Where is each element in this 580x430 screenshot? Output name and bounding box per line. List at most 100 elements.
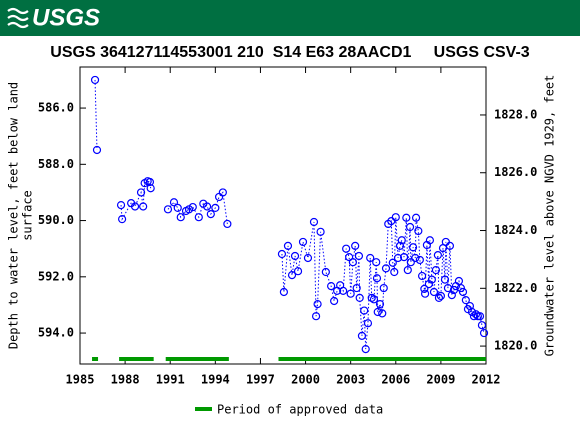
data-point (139, 202, 148, 211)
data-point (379, 283, 388, 293)
data-point (421, 289, 430, 298)
logo-icon (7, 7, 29, 29)
data-point (414, 226, 423, 236)
data-point (467, 307, 477, 317)
data-point (339, 286, 348, 295)
data-point (458, 287, 468, 297)
data-point (92, 145, 102, 155)
data-point (369, 295, 379, 304)
plot-frame (79, 66, 487, 365)
data-point (316, 227, 325, 236)
y2-tick-label: 1820.0 (494, 339, 537, 353)
data-point (461, 296, 470, 305)
data-point (469, 312, 479, 321)
data-point (352, 283, 361, 293)
data-point (471, 310, 481, 319)
data-point (393, 253, 403, 263)
header-banner (0, 0, 580, 36)
data-point (372, 258, 381, 267)
data-point (475, 312, 485, 321)
data-point (417, 271, 427, 281)
y2-tick-label: 1824.0 (494, 223, 537, 237)
chart-title: USGS 364127114553001 210 S14 E63 28AACD1… (50, 44, 530, 61)
data-point (357, 331, 367, 340)
data-point (176, 213, 185, 222)
data-point (405, 222, 415, 232)
data-point (298, 237, 308, 247)
data-point (399, 253, 409, 262)
x-tick-label: 1994 (201, 373, 230, 387)
data-point (206, 209, 215, 219)
data-point (130, 202, 140, 211)
data-point (313, 299, 322, 309)
data-point (202, 202, 212, 211)
data-point (433, 251, 442, 260)
y-axis-label: surface (21, 190, 35, 241)
data-point (402, 213, 411, 222)
data-point (406, 258, 415, 267)
data-point (355, 293, 364, 303)
y-tick-label: 594.0 (38, 326, 74, 340)
data-point (420, 284, 429, 294)
data-point (311, 312, 321, 321)
x-tick-label: 1997 (246, 373, 275, 387)
data-point (290, 251, 300, 261)
data-point (425, 236, 435, 245)
data-point (429, 287, 439, 297)
y-tick-label: 590.0 (38, 213, 74, 227)
data-point (342, 244, 351, 253)
data-point (381, 264, 391, 273)
data-point (375, 299, 385, 309)
data-point (173, 203, 182, 213)
data-point (279, 287, 289, 297)
y-axis-label: Depth to water level, feet below land (7, 82, 21, 349)
data-point (211, 203, 220, 213)
data-point (303, 253, 313, 263)
data-point (90, 75, 100, 85)
data-point (408, 243, 418, 252)
data-line (94, 79, 98, 150)
data-point (436, 291, 445, 301)
data-point (118, 215, 127, 224)
x-tick-label: 1991 (156, 373, 185, 387)
data-point (411, 253, 420, 263)
data-point (214, 192, 224, 202)
data-point (354, 251, 364, 261)
data-point (287, 271, 297, 280)
data-point (434, 293, 444, 303)
data-line (120, 180, 152, 221)
data-point (447, 290, 456, 300)
data-point (372, 274, 382, 283)
data-point (477, 321, 487, 330)
data-point (440, 275, 450, 284)
data-point (283, 241, 293, 250)
data-point (427, 275, 436, 284)
data-point (277, 249, 287, 259)
data-point (188, 202, 197, 212)
data-point (456, 283, 465, 293)
data-point (397, 236, 406, 245)
y2-tick-label: 1822.0 (494, 281, 537, 295)
y2-tick-label: 1828.0 (494, 107, 537, 121)
y-tick-label: 586.0 (38, 101, 74, 115)
data-point (136, 188, 146, 197)
data-point (366, 253, 375, 263)
data-point (346, 289, 355, 298)
data-point (373, 307, 382, 317)
data-point (348, 258, 358, 267)
data-point (293, 267, 303, 276)
data-point (361, 344, 370, 354)
logo-text: USGS (32, 4, 100, 31)
data-point (218, 188, 227, 197)
data-point (378, 309, 387, 318)
x-tick-label: 2003 (336, 373, 365, 387)
data-line (281, 217, 485, 350)
y-tick-label: 592.0 (38, 269, 74, 283)
data-point (360, 306, 369, 315)
data-point (163, 205, 173, 214)
legend-label: Period of approved data (217, 403, 383, 417)
y2-axis-label: Groundwater level above NGVD 1929, feet (543, 75, 557, 357)
data-point (395, 241, 405, 250)
